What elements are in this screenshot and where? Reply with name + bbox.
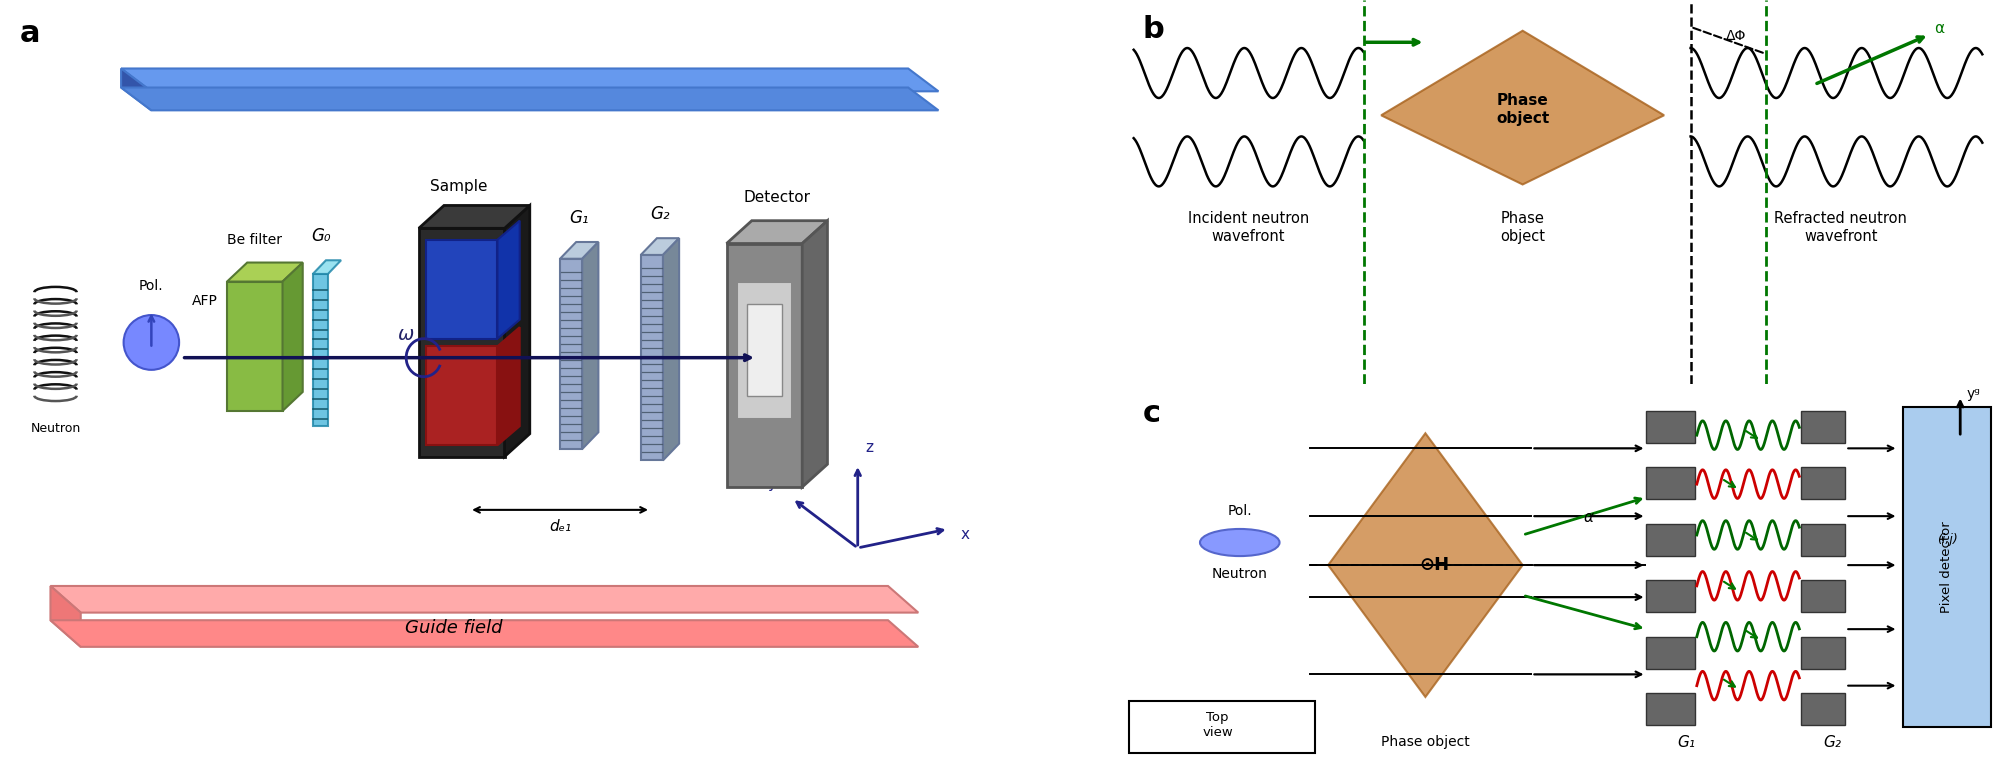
Text: Sample: Sample (430, 179, 488, 194)
Text: Phase
object: Phase object (1496, 94, 1550, 126)
Text: G₂: G₂ (650, 205, 670, 223)
Polygon shape (122, 68, 152, 110)
Polygon shape (802, 221, 828, 487)
Text: G₀: G₀ (312, 227, 330, 245)
Polygon shape (1646, 693, 1696, 725)
Text: Pixel detector: Pixel detector (1940, 521, 1954, 613)
Polygon shape (122, 88, 938, 110)
Text: c: c (1142, 400, 1160, 428)
Polygon shape (498, 221, 520, 339)
Polygon shape (282, 263, 302, 411)
FancyBboxPatch shape (1902, 407, 1992, 727)
Polygon shape (50, 620, 918, 647)
Polygon shape (504, 205, 530, 457)
Polygon shape (312, 260, 342, 274)
Polygon shape (662, 238, 680, 460)
Polygon shape (1802, 411, 1846, 443)
Polygon shape (1382, 30, 1664, 184)
Text: Detector: Detector (744, 190, 810, 205)
Ellipse shape (1200, 529, 1280, 556)
Polygon shape (640, 255, 662, 460)
Polygon shape (228, 263, 302, 282)
Polygon shape (418, 228, 504, 457)
Text: G₁: G₁ (570, 209, 588, 227)
Text: Guide field: Guide field (406, 619, 502, 637)
Polygon shape (418, 205, 530, 228)
Polygon shape (582, 242, 598, 449)
Polygon shape (1646, 467, 1696, 499)
Text: a: a (20, 19, 40, 48)
Text: α: α (1584, 510, 1594, 525)
Polygon shape (560, 259, 582, 449)
Polygon shape (1646, 411, 1696, 443)
Text: Pol.: Pol. (1228, 504, 1252, 518)
Text: Neutron: Neutron (30, 422, 80, 435)
Polygon shape (50, 586, 918, 613)
Polygon shape (736, 282, 792, 419)
Polygon shape (1802, 467, 1846, 499)
Text: Phase object: Phase object (1382, 735, 1470, 749)
Text: ΔΦ: ΔΦ (1726, 30, 1746, 43)
Polygon shape (122, 68, 938, 91)
Polygon shape (640, 238, 680, 255)
Text: yᵍ: yᵍ (1966, 387, 1980, 401)
Text: ⊙H: ⊙H (1420, 556, 1450, 574)
Polygon shape (1802, 580, 1846, 612)
Polygon shape (726, 221, 828, 244)
Text: Pol.: Pol. (140, 279, 164, 293)
Polygon shape (50, 586, 80, 647)
Text: dₑ₁: dₑ₁ (548, 519, 572, 534)
Text: G₁: G₁ (1678, 734, 1696, 750)
Text: z: z (866, 440, 874, 455)
Polygon shape (1646, 637, 1696, 669)
Text: (i,j): (i,j) (1936, 533, 1958, 546)
Text: b: b (1142, 15, 1164, 44)
Polygon shape (726, 244, 802, 487)
Text: G₂: G₂ (1824, 734, 1842, 750)
Polygon shape (426, 346, 498, 445)
Polygon shape (426, 240, 498, 339)
Polygon shape (228, 282, 282, 411)
Text: x: x (960, 527, 970, 542)
Polygon shape (1802, 637, 1846, 669)
Polygon shape (1802, 693, 1846, 725)
Polygon shape (1802, 524, 1846, 556)
Polygon shape (498, 327, 520, 445)
Polygon shape (1646, 580, 1696, 612)
Polygon shape (560, 242, 598, 259)
Text: Phase
object: Phase object (1500, 212, 1546, 244)
Polygon shape (1646, 524, 1696, 556)
Text: AFP: AFP (192, 294, 218, 307)
FancyBboxPatch shape (1130, 701, 1314, 753)
Polygon shape (746, 304, 782, 396)
Text: Top
view: Top view (1202, 712, 1234, 739)
Polygon shape (1328, 433, 1522, 697)
Text: Incident neutron
wavefront: Incident neutron wavefront (1188, 212, 1310, 244)
Ellipse shape (124, 315, 180, 370)
Text: Refracted neutron
wavefront: Refracted neutron wavefront (1774, 212, 1908, 244)
Text: α: α (1934, 21, 1944, 36)
Text: Neutron: Neutron (1212, 567, 1268, 581)
Text: y: y (768, 476, 776, 491)
Text: Be filter: Be filter (228, 234, 282, 247)
Text: ω: ω (398, 326, 414, 344)
Polygon shape (312, 274, 328, 426)
